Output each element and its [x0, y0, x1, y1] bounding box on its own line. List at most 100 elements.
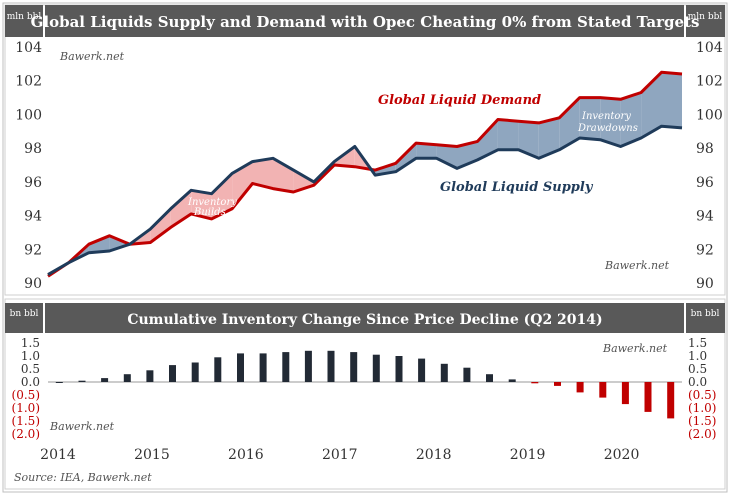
drawdown-area	[559, 97, 580, 150]
bar	[350, 352, 358, 382]
bottom-chart-title: Cumulative Inventory Change Since Price …	[127, 312, 602, 328]
x-tick-label: 2018	[416, 447, 452, 463]
bar	[576, 382, 584, 393]
bottom-bars	[55, 350, 675, 419]
inventory-builds-label-line2: Builds	[193, 207, 226, 218]
y-tick-left: 94	[24, 209, 42, 225]
build-area	[232, 161, 253, 209]
bar	[78, 380, 86, 382]
bar	[214, 357, 222, 382]
build-area	[191, 190, 212, 219]
build-area	[170, 190, 192, 228]
y-tick-right: 92	[696, 242, 714, 258]
y-tick-right: (2.0)	[688, 427, 716, 441]
y-tick-left: 0.0	[21, 375, 40, 389]
top-left-unit-label: mln bbl	[7, 12, 42, 22]
y-tick-right: (1.0)	[688, 401, 716, 415]
watermark-top-left: Bawerk.net	[59, 50, 125, 63]
bar	[531, 382, 539, 384]
bar	[621, 382, 629, 405]
bottom-title-bar	[45, 303, 684, 333]
supply-label: Global Liquid Supply	[440, 180, 594, 195]
top-panel-frame	[4, 4, 726, 296]
x-tick-label: 2019	[510, 447, 546, 463]
drawdown-area	[600, 97, 621, 147]
bar	[55, 382, 63, 383]
inventory-builds-label-line1: Inventory	[187, 197, 237, 208]
y-tick-right: (1.5)	[688, 414, 716, 428]
drawdown-area	[620, 92, 642, 147]
y-tick-right: 94	[696, 209, 714, 225]
source-note: Source: IEA, Bawerk.net	[14, 471, 152, 484]
x-tick-label: 2014	[40, 447, 76, 463]
build-area	[150, 208, 171, 243]
bar	[259, 353, 267, 382]
y-tick-left: 1.5	[21, 336, 40, 350]
build-area	[273, 158, 294, 192]
watermark-bottom-left: Bawerk.net	[49, 420, 115, 433]
drawdown-area	[477, 119, 498, 160]
bottom-y-ticks-left: 1.51.00.50.0(0.5)(1.0)(1.5)(2.0)	[12, 336, 40, 441]
y-tick-left: 92	[24, 242, 42, 258]
bar	[191, 362, 199, 382]
drawdown-area	[579, 97, 601, 140]
y-tick-left: (1.0)	[12, 401, 40, 415]
bottom-left-unit-label: bn bbl	[10, 309, 39, 319]
y-tick-left: 1.0	[21, 349, 40, 363]
y-tick-left: 96	[24, 175, 42, 191]
drawdown-area	[518, 121, 539, 159]
bottom-plot: 1.51.00.50.0(0.5)(1.0)(1.5)(2.0) 1.51.00…	[12, 336, 717, 463]
y-tick-left: 90	[24, 276, 42, 292]
y-tick-right: (0.5)	[688, 388, 716, 402]
y-tick-right: 98	[696, 141, 714, 157]
bar	[554, 382, 561, 386]
y-tick-left: (2.0)	[12, 427, 40, 441]
y-tick-left: 104	[15, 40, 42, 56]
top-y-ticks-left: 90 92 94 96 98 100 102 104	[15, 40, 42, 292]
top-left-unit-box	[5, 5, 43, 37]
bar	[508, 379, 516, 382]
x-tick-label: 2020	[604, 447, 640, 463]
demand-label: Global Liquid Demand	[378, 93, 541, 108]
bar	[327, 350, 335, 382]
y-tick-right: 0.0	[688, 375, 707, 389]
top-title-bar	[45, 5, 684, 37]
y-tick-left: (1.5)	[12, 414, 40, 428]
y-tick-right: 102	[696, 74, 723, 90]
y-tick-right: 0.5	[688, 362, 707, 376]
drawdown-area	[416, 143, 437, 159]
x-tick-label: 2017	[322, 447, 358, 463]
drawdown-area	[109, 235, 130, 251]
y-tick-left: 0.5	[21, 362, 40, 376]
bar	[463, 367, 471, 382]
bar	[395, 356, 403, 382]
bottom-left-unit-box	[5, 303, 43, 333]
y-tick-left: 98	[24, 141, 42, 157]
watermark-bottom-right: Bawerk.net	[602, 342, 668, 355]
bottom-y-ticks-right: 1.51.00.50.0(0.5)(1.0)(1.5)(2.0)	[688, 336, 716, 441]
top-chart-title: Global Liquids Supply and Demand with Op…	[31, 13, 700, 31]
build-area	[252, 158, 273, 189]
top-right-unit-box	[686, 5, 725, 37]
drawdown-area	[436, 144, 457, 169]
y-tick-left: 100	[15, 107, 42, 123]
bottom-right-unit-box	[686, 303, 725, 333]
bar	[146, 370, 154, 382]
bar	[169, 365, 176, 382]
bar	[667, 382, 675, 419]
drawdown-area	[661, 72, 682, 128]
x-tick-label: 2016	[228, 447, 264, 463]
y-tick-right: 100	[696, 107, 723, 123]
top-plot: 90 92 94 96 98 100 102 104 90 92 94 96 98 100 102 104	[15, 40, 723, 292]
y-tick-right: 1.5	[688, 336, 707, 350]
drawdown-area	[88, 235, 110, 253]
watermark-top-right: Bawerk.net	[604, 259, 670, 272]
bar	[372, 354, 380, 382]
y-tick-right: 96	[696, 175, 714, 191]
bar	[440, 363, 448, 382]
bottom-x-labels: 2014 2015 2016 2017 2018 2019 2020	[40, 447, 639, 463]
build-area	[211, 173, 233, 219]
bottom-right-unit-label: bn bbl	[691, 309, 720, 319]
top-right-unit-label: mln bbl	[688, 12, 723, 22]
